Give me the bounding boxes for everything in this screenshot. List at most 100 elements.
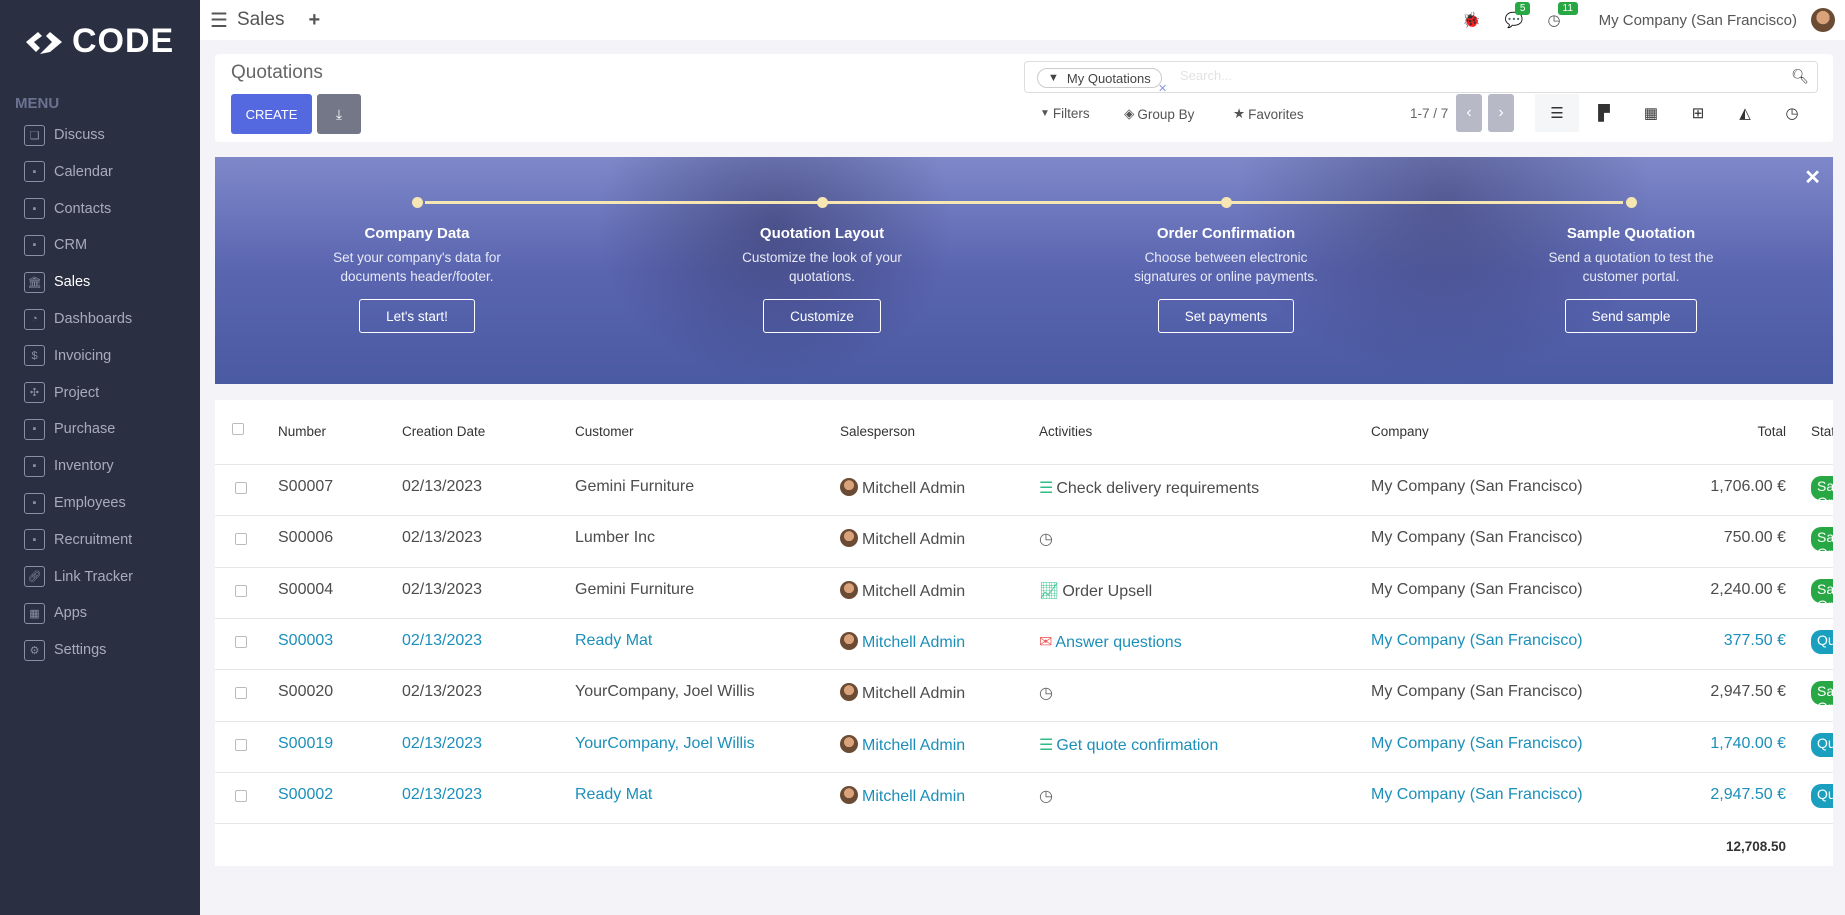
step-description: customer portal. bbox=[1582, 269, 1680, 284]
salesperson-name: Mitchell Admin bbox=[862, 736, 966, 754]
row-checkbox[interactable] bbox=[235, 738, 247, 751]
activity-view-button[interactable]: ◷ bbox=[1770, 94, 1814, 132]
step-button[interactable]: Customize bbox=[763, 299, 881, 333]
column-header-total[interactable]: Total bbox=[1757, 424, 1786, 439]
activity[interactable]: ☰ Get quote confirmation bbox=[1039, 735, 1218, 755]
status-badge: Sales Order bbox=[1811, 527, 1833, 561]
activity[interactable]: ◷ bbox=[1039, 529, 1056, 549]
app-icon: ▪ bbox=[24, 418, 45, 440]
sidebar-item-settings[interactable]: ⚙ Settings bbox=[24, 637, 106, 663]
tasks-icon[interactable]: ☰ bbox=[1039, 480, 1054, 497]
filters-button[interactable]: ▼ Filters bbox=[1040, 106, 1090, 121]
messages-chat-icon[interactable]: 💬 5 bbox=[1505, 2, 1531, 29]
company-switcher[interactable]: My Company (San Francisco) bbox=[1598, 11, 1797, 29]
sidebar-item-label: Settings bbox=[54, 642, 107, 659]
hamburger-menu-icon[interactable]: ☰ bbox=[210, 9, 228, 32]
chart-line-icon[interactable]: 📈︎ bbox=[1039, 582, 1060, 600]
pager-value[interactable]: 1-7 / 7 bbox=[1410, 106, 1449, 121]
sidebar-item-project[interactable]: ✣ Project bbox=[24, 380, 99, 406]
app-title[interactable]: Sales bbox=[236, 9, 285, 30]
column-header-customer[interactable]: Customer bbox=[575, 424, 634, 439]
sidebar-item-calendar[interactable]: ▪ Calendar bbox=[24, 159, 113, 185]
select-all-checkbox[interactable] bbox=[232, 423, 244, 435]
activity[interactable]: ✉ Answer questions bbox=[1039, 632, 1182, 652]
search-facet[interactable]: ▼ My Quotations bbox=[1037, 68, 1162, 88]
activity[interactable]: ☰ Check delivery requirements bbox=[1039, 478, 1259, 498]
logo[interactable]: CODE bbox=[26, 22, 174, 61]
activity[interactable]: ◷ bbox=[1039, 683, 1056, 703]
avatar bbox=[840, 580, 858, 599]
activity[interactable]: 📈︎ Order Upsell bbox=[1039, 581, 1152, 601]
tasks-icon[interactable]: ☰ bbox=[1039, 736, 1054, 754]
remove-facet-close-icon[interactable]: ✕ bbox=[1158, 83, 1168, 95]
sidebar-item-contacts[interactable]: ▪ Contacts bbox=[24, 196, 111, 222]
user-avatar[interactable] bbox=[1811, 8, 1835, 32]
avatar bbox=[840, 785, 858, 804]
total: 2,240.00 € bbox=[1710, 580, 1786, 598]
sidebar-item-dashboards[interactable]: ◔ Dashboards bbox=[24, 306, 132, 332]
step-button[interactable]: Let's start! bbox=[359, 299, 475, 333]
download-button[interactable]: ⤓ bbox=[317, 94, 361, 134]
salesperson-name: Mitchell Admin bbox=[862, 685, 966, 703]
banner-photo bbox=[595, 157, 955, 384]
search-input[interactable] bbox=[1180, 68, 1740, 83]
sidebar-item-discuss[interactable]: ❏ Discuss bbox=[24, 122, 105, 148]
onboarding-step: Order Confirmation Choose between electro… bbox=[1076, 225, 1376, 333]
step-button[interactable]: Send sample bbox=[1564, 299, 1698, 333]
calendar-view-button[interactable]: ▦ bbox=[1629, 94, 1673, 132]
kanban-view-button[interactable]: ▛ bbox=[1582, 94, 1626, 132]
sidebar-item-purchase[interactable]: ▪ Purchase bbox=[24, 416, 115, 442]
row-checkbox[interactable] bbox=[235, 533, 247, 546]
topbar: ☰ Sales + 🐞 💬 5 ◷ 11 My Company (San Franc… bbox=[200, 0, 1845, 40]
step-description: Choose between electronic bbox=[1144, 250, 1308, 265]
row-checkbox[interactable] bbox=[235, 635, 247, 648]
list-view-button[interactable]: ☰ bbox=[1535, 94, 1579, 132]
create-button[interactable]: CREATE bbox=[231, 94, 312, 134]
sidebar-item-label: Inventory bbox=[54, 458, 114, 475]
step-title: Sample Quotation bbox=[1566, 225, 1696, 242]
sidebar-item-inventory[interactable]: ▪ Inventory bbox=[24, 453, 114, 479]
sidebar-item-invoicing[interactable]: $ Invoicing bbox=[24, 343, 111, 369]
pager-next-button[interactable]: › bbox=[1488, 94, 1514, 132]
onboarding-step: Sample Quotation Send a quotation to test… bbox=[1481, 225, 1781, 333]
sidebar-item-crm[interactable]: ▪ CRM bbox=[24, 232, 87, 258]
status-badge: Sales Order bbox=[1811, 681, 1833, 715]
pager-previous-button[interactable]: ‹ bbox=[1456, 94, 1482, 132]
clock-icon[interactable]: ◷ bbox=[1039, 685, 1053, 703]
column-header-status[interactable]: Status bbox=[1811, 424, 1833, 439]
step-button[interactable]: Set payments bbox=[1157, 299, 1295, 333]
clock-icon[interactable]: ◷ bbox=[1039, 531, 1053, 549]
order-number: S00007 bbox=[278, 478, 334, 495]
column-header-creation-date[interactable]: Creation Date bbox=[402, 424, 486, 439]
column-header-salesperson[interactable]: Salesperson bbox=[840, 424, 916, 439]
salesperson: Mitchell Admin bbox=[840, 478, 965, 498]
sidebar-item-link-tracker[interactable]: 🔗︎ Link Tracker bbox=[24, 564, 133, 590]
row-checkbox[interactable] bbox=[235, 482, 247, 494]
search-icon[interactable]: 🔍︎ bbox=[1791, 68, 1809, 84]
column-header-company[interactable]: Company bbox=[1371, 424, 1429, 439]
group-by-button[interactable]: ◈ Group By bbox=[1124, 106, 1194, 122]
sidebar-item-label: Invoicing bbox=[54, 347, 112, 364]
favorites-button[interactable]: ★ Favorites bbox=[1233, 106, 1304, 122]
envelope-icon[interactable]: ✉ bbox=[1039, 633, 1053, 651]
avatar bbox=[840, 683, 858, 702]
close-banner-icon[interactable]: ✕ bbox=[1804, 167, 1821, 189]
sidebar-item-apps[interactable]: ▦ Apps bbox=[24, 600, 87, 626]
pivot-view-button[interactable]: ⊞ bbox=[1676, 94, 1720, 132]
sidebar-item-sales[interactable]: 🏛︎ Sales bbox=[24, 269, 90, 295]
clock-icon[interactable]: ◷ bbox=[1039, 787, 1053, 805]
row-checkbox[interactable] bbox=[235, 584, 247, 597]
activity[interactable]: ◷ bbox=[1039, 786, 1056, 806]
step-dot bbox=[412, 197, 423, 208]
activities-clock-icon[interactable]: ◷ 11 bbox=[1548, 2, 1578, 29]
column-header-activities[interactable]: Activities bbox=[1039, 424, 1093, 439]
graph-view-button[interactable]: ◭ bbox=[1723, 94, 1767, 132]
creation-date: 02/13/2023 bbox=[402, 478, 483, 495]
column-header-number[interactable]: Number bbox=[278, 424, 327, 439]
row-checkbox[interactable] bbox=[235, 789, 247, 802]
sidebar-item-recruitment[interactable]: ▪ Recruitment bbox=[24, 527, 132, 553]
sidebar-item-employees[interactable]: ▪ Employees bbox=[24, 490, 126, 516]
new-tab-plus-icon[interactable]: + bbox=[308, 8, 321, 31]
debug-bug-icon[interactable]: 🐞 bbox=[1462, 12, 1481, 29]
row-checkbox[interactable] bbox=[235, 687, 247, 700]
